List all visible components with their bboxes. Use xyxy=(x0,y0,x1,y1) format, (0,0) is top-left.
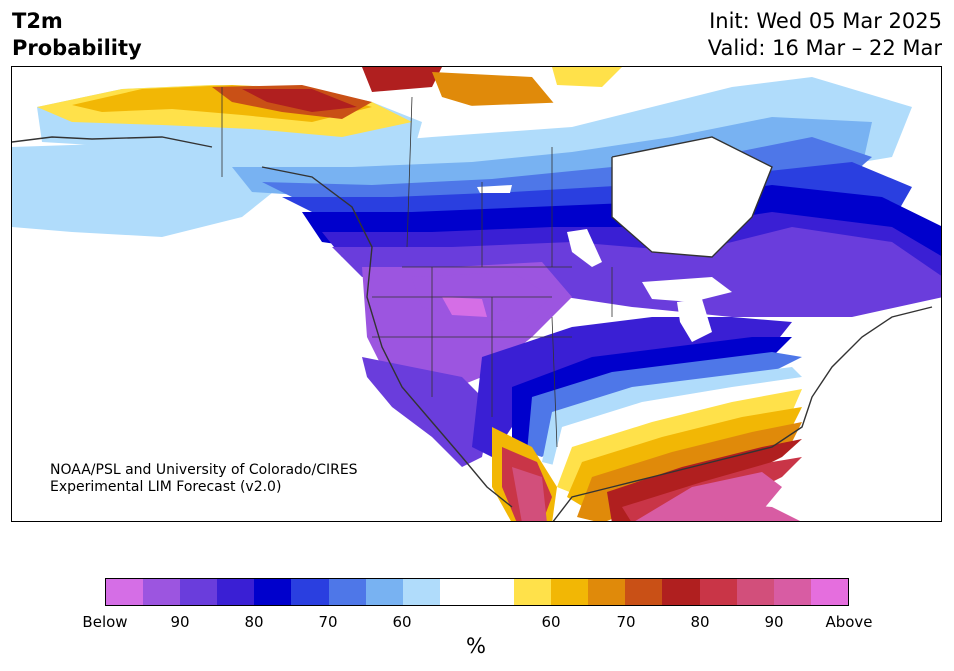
credit-line-1: NOAA/PSL and University of Colorado/CIRE… xyxy=(50,462,358,478)
colorbar-segment xyxy=(402,579,440,605)
colorbar-segment xyxy=(551,579,589,605)
colorbar-segment xyxy=(180,579,218,605)
colorbar-tick-label: Below xyxy=(82,613,128,631)
colorbar-segment xyxy=(699,579,737,605)
colorbar-tick-label: 70 xyxy=(318,613,338,631)
colorbar-unit: % xyxy=(466,634,486,658)
colorbar-tick-label: 90 xyxy=(170,613,190,631)
forecast-map: NOAA/PSL and University of Colorado/CIRE… xyxy=(11,66,942,522)
colorbar-segment xyxy=(254,579,292,605)
colorbar-segment xyxy=(773,579,811,605)
init-date: Init: Wed 05 Mar 2025 xyxy=(709,9,942,33)
colorbar-segment xyxy=(662,579,700,605)
probability-map-graphic xyxy=(12,67,941,521)
credit-line-2: Experimental LIM Forecast (v2.0) xyxy=(50,479,282,495)
colorbar-segment xyxy=(143,579,181,605)
colorbar-tick-label: 90 xyxy=(764,613,784,631)
colorbar-segment xyxy=(810,579,848,605)
colorbar-tick-label: 60 xyxy=(541,613,561,631)
colorbar-segment xyxy=(476,579,515,605)
probability-colorbar xyxy=(105,578,849,606)
colorbar-segment xyxy=(365,579,403,605)
colorbar-segment xyxy=(106,579,144,605)
colorbar-tick-label: 80 xyxy=(690,613,710,631)
colorbar-segment xyxy=(588,579,626,605)
map-title: T2m Probability xyxy=(12,8,142,62)
colorbar-segment xyxy=(625,579,663,605)
colorbar-tick-label: 70 xyxy=(616,613,636,631)
colorbar-segment xyxy=(217,579,255,605)
colorbar-segment xyxy=(328,579,366,605)
variable-name: T2m xyxy=(12,9,63,33)
colorbar-tick-label: 80 xyxy=(244,613,264,631)
product-name: Probability xyxy=(12,36,142,60)
valid-range: Valid: 16 Mar – 22 Mar xyxy=(707,36,942,60)
credit-text: NOAA/PSL and University of Colorado/CIRE… xyxy=(50,462,358,496)
colorbar-segment xyxy=(736,579,774,605)
colorbar-segment xyxy=(291,579,329,605)
colorbar-tick-label: 60 xyxy=(392,613,412,631)
colorbar-tick-label: Above xyxy=(825,613,873,631)
colorbar-segment xyxy=(439,579,477,605)
colorbar-segment xyxy=(514,579,552,605)
forecast-dates: Init: Wed 05 Mar 2025 Valid: 16 Mar – 22… xyxy=(708,8,942,62)
